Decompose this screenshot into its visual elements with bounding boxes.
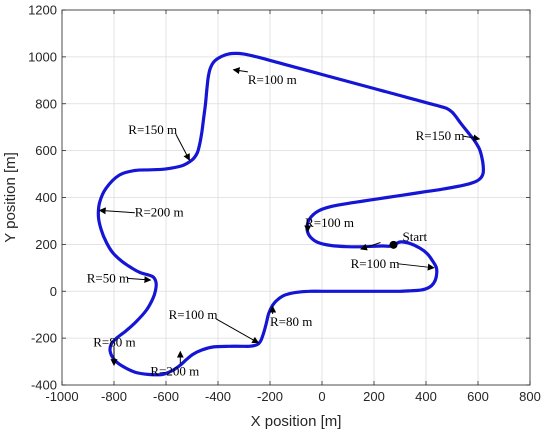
y-tick-label: 1200 [28, 3, 57, 18]
y-axis-label: Y position [m] [2, 152, 19, 243]
x-tick-label: 600 [467, 389, 489, 404]
annotation-arrow [398, 263, 435, 271]
y-tick-label: 1000 [28, 49, 57, 64]
start-marker [389, 240, 398, 249]
annotation-arrow [127, 276, 152, 284]
x-tick-label: -1000 [45, 389, 78, 404]
plot-frame [61, 9, 531, 386]
y-tick-label: 400 [35, 190, 57, 205]
radius-label: R=100 m [305, 215, 354, 230]
y-tick-label: 200 [35, 237, 57, 252]
y-tick-label: -400 [31, 378, 57, 393]
x-tick-label: 800 [519, 389, 541, 404]
radius-label: R=50 m [87, 270, 129, 285]
annotation-arrow [360, 242, 381, 251]
radius-label: R=150 m [416, 128, 465, 143]
x-tick-label: -800 [101, 389, 127, 404]
axis-ticks: -1000 -800 -600 -400 -200 0 200 400 600 800 -400 -2… [28, 3, 541, 405]
annotation-arrow [215, 318, 260, 344]
y-tick-label: 600 [35, 143, 57, 158]
radius-label: R=80 m [270, 314, 312, 329]
y-tick-label: -200 [31, 331, 57, 346]
y-tick-label: 0 [50, 284, 57, 299]
radius-label: R=150 m [128, 122, 177, 137]
x-tick-label: 200 [363, 389, 385, 404]
x-tick-label: 0 [318, 389, 325, 404]
x-tick-label: -400 [205, 389, 231, 404]
x-tick-label: -200 [257, 389, 283, 404]
radius-label: R=100 m [169, 307, 218, 322]
track-line [96, 51, 485, 377]
x-tick-label: 400 [415, 389, 437, 404]
x-tick-label: -600 [153, 389, 179, 404]
annotation-arrow [175, 133, 190, 161]
radius-label: R=100 m [351, 256, 400, 271]
radius-label: R=200 m [150, 364, 199, 379]
radius-label: R=200 m [135, 205, 184, 220]
y-tick-label: 800 [35, 96, 57, 111]
annotation-arrow [98, 207, 135, 215]
annotation-arrow [463, 134, 481, 142]
x-axis-label: X position [m] [251, 413, 342, 430]
start-label: Start [403, 229, 428, 244]
plot-area [96, 51, 485, 377]
radius-label: R=100 m [248, 72, 297, 87]
radius-label: R=80 m [93, 334, 135, 349]
annotation-arrow [232, 67, 248, 75]
